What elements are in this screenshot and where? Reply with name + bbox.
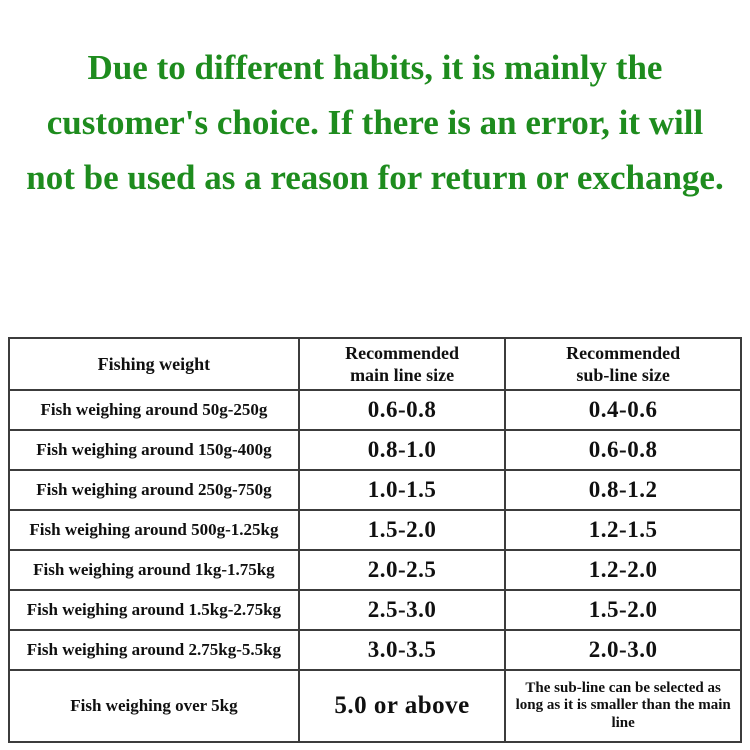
column-header-main-line-size: Recommended main line size [297, 337, 507, 391]
line-size-table: Fishing weight Recommended main line siz… [8, 337, 742, 743]
cell-weight: Fish weighing around 150g-400g [8, 429, 300, 471]
table-header-row: Fishing weight Recommended main line siz… [8, 337, 742, 391]
table-row: Fish weighing around 1kg-1.75kg 2.0-2.5 1.… [8, 549, 742, 591]
cell-sub: 1.2-1.5 [504, 509, 742, 551]
notice-text: Due to different habits, it is mainly th… [26, 48, 724, 197]
cell-weight: Fish weighing around 1.5kg-2.75kg [8, 589, 300, 631]
cell-main: 2.5-3.0 [297, 589, 507, 631]
cell-main: 0.8-1.0 [297, 429, 507, 471]
cell-sub: 0.8-1.2 [504, 469, 742, 511]
cell-main: 1.5-2.0 [297, 509, 507, 551]
cell-main: 3.0-3.5 [297, 629, 507, 671]
cell-sub: 0.6-0.8 [504, 429, 742, 471]
cell-weight: Fish weighing around 50g-250g [8, 389, 300, 431]
cell-sub: 0.4-0.6 [504, 389, 742, 431]
cell-main: 2.0-2.5 [297, 549, 507, 591]
cell-sub: The sub-line can be selected as long as … [504, 669, 742, 743]
table-row: Fish weighing around 50g-250g 0.6-0.8 0.4-… [8, 389, 742, 431]
table-body: Fish weighing around 50g-250g 0.6-0.8 0.4-… [8, 389, 742, 743]
cell-weight: Fish weighing around 500g-1.25kg [8, 509, 300, 551]
cell-weight: Fish weighing over 5kg [8, 669, 300, 743]
cell-main: 5.0 or above [297, 669, 507, 743]
cell-sub: 2.0-3.0 [504, 629, 742, 671]
table-row: Fish weighing around 150g-400g 0.8-1.0 0.6… [8, 429, 742, 471]
cell-sub: 1.5-2.0 [504, 589, 742, 631]
cell-weight: Fish weighing around 250g-750g [8, 469, 300, 511]
column-header-fishing-weight: Fishing weight [8, 337, 300, 391]
table-row: Fish weighing around 1.5kg-2.75kg 2.5-3.0… [8, 589, 742, 631]
table-row: Fish weighing around 500g-1.25kg 1.5-2.0 1… [8, 509, 742, 551]
cell-weight: Fish weighing around 1kg-1.75kg [8, 549, 300, 591]
cell-main: 0.6-0.8 [297, 389, 507, 431]
cell-main: 1.0-1.5 [297, 469, 507, 511]
cell-sub: 1.2-2.0 [504, 549, 742, 591]
table-row: Fish weighing over 5kg 5.0 or above The su… [8, 669, 742, 743]
table-row: Fish weighing around 250g-750g 1.0-1.5 0.8… [8, 469, 742, 511]
column-header-sub-line-size: Recommended sub-line size [504, 337, 742, 391]
table-row: Fish weighing around 2.75kg-5.5kg 3.0-3.5… [8, 629, 742, 671]
cell-weight: Fish weighing around 2.75kg-5.5kg [8, 629, 300, 671]
